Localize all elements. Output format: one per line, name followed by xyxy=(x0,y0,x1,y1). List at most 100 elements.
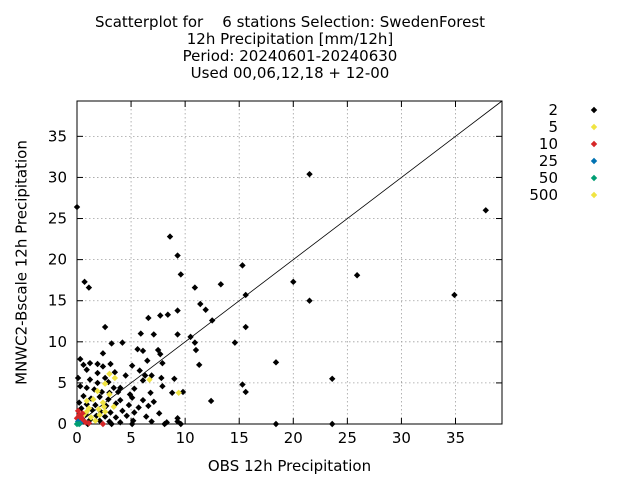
data-point-series-2 xyxy=(101,323,109,331)
data-point-series-2 xyxy=(117,396,124,404)
data-point-series-2 xyxy=(94,369,101,377)
y-axis-label: MNWC2-Bscale 12h Precipitation xyxy=(12,140,30,385)
data-point-series-2 xyxy=(131,409,138,416)
y-tick-label: 15 xyxy=(48,292,67,310)
data-point-series-5 xyxy=(83,408,90,415)
data-point-series-2 xyxy=(130,417,137,424)
data-point-series-2 xyxy=(157,312,164,319)
data-point-series-2 xyxy=(242,388,249,396)
data-point-series-5 xyxy=(87,414,95,421)
data-point-series-2 xyxy=(174,331,181,338)
data-point-series-2 xyxy=(306,297,313,304)
data-point-series-2 xyxy=(272,359,280,366)
data-point-series-2 xyxy=(208,317,216,324)
y-tick-label: 5 xyxy=(57,374,67,392)
data-point-series-2 xyxy=(217,281,225,288)
data-point-series-2 xyxy=(155,410,163,417)
data-point-series-2 xyxy=(482,207,489,214)
y-tick-label: 25 xyxy=(48,210,67,228)
data-point-series-2 xyxy=(353,272,361,279)
data-point-series-2 xyxy=(168,389,176,396)
data-point-series-2 xyxy=(77,355,84,363)
data-point-series-10 xyxy=(99,420,107,428)
data-point-series-2 xyxy=(329,420,336,428)
data-point-series-2 xyxy=(141,372,149,379)
data-point-series-2 xyxy=(139,396,147,404)
data-point-series-2 xyxy=(174,307,181,314)
data-point-series-2 xyxy=(75,399,83,406)
data-point-series-2 xyxy=(110,384,117,392)
data-point-series-2 xyxy=(158,374,165,382)
data-point-series-2 xyxy=(135,404,142,411)
data-point-series-2 xyxy=(164,311,172,318)
grid xyxy=(77,101,502,424)
data-point-series-5 xyxy=(106,370,113,378)
y-tick-label: 20 xyxy=(48,251,67,269)
x-tick-label: 20 xyxy=(284,429,303,447)
data-point-series-5 xyxy=(95,406,102,413)
data-point-series-2 xyxy=(98,388,106,396)
title-line-1: Scatterplot for 6 stations Selection: Sw… xyxy=(94,13,486,31)
axis-ticks: 0 5 10 15 20 25 30 35 0 5 10 15 20 25 30 35 xyxy=(48,101,502,447)
data-point-series-2 xyxy=(171,375,178,382)
data-point-series-2 xyxy=(107,360,114,368)
data-point-series-2 xyxy=(74,374,82,382)
data-point-series-2 xyxy=(139,377,147,384)
data-point-series-2 xyxy=(99,350,107,357)
data-point-series-2 xyxy=(83,384,90,392)
data-point-series-2 xyxy=(119,339,126,346)
x-tick-label: 25 xyxy=(338,429,357,447)
data-point-series-5 xyxy=(101,380,109,387)
x-tick-label: 15 xyxy=(230,429,249,447)
data-point-series-2 xyxy=(131,385,138,392)
data-point-series-5 xyxy=(85,405,93,412)
data-point-series-2 xyxy=(242,291,249,299)
legend-label: 10 xyxy=(539,135,558,153)
data-point-series-2 xyxy=(159,359,166,367)
data-point-series-2 xyxy=(329,375,336,382)
data-point-series-5 xyxy=(83,397,90,405)
data-point-series-5 xyxy=(110,403,117,410)
x-tick-label: 10 xyxy=(176,429,195,447)
data-point-series-2 xyxy=(112,414,120,421)
data-point-series-5 xyxy=(101,408,109,415)
y-tick-label: 0 xyxy=(57,415,67,433)
legend-marker xyxy=(590,106,598,114)
legend-marker xyxy=(590,157,598,165)
data-point-series-2 xyxy=(272,420,280,428)
data-point-series-2 xyxy=(97,408,104,415)
data-point-series-2 xyxy=(111,369,119,376)
x-tick-label: 0 xyxy=(72,429,82,447)
data-point-series-5 xyxy=(96,411,103,419)
data-point-series-2 xyxy=(80,392,87,400)
legend-marker xyxy=(590,123,598,131)
legend-label: 500 xyxy=(529,186,558,204)
data-point-series-10 xyxy=(85,419,93,427)
data-point-series-2 xyxy=(83,366,90,373)
data-point-series-2 xyxy=(99,363,107,370)
data-point-series-2 xyxy=(144,357,151,364)
data-point-series-10 xyxy=(82,419,89,426)
data-point-series-2 xyxy=(137,330,145,337)
data-point-series-2 xyxy=(239,262,246,269)
title-line-2: 12h Precipitation [mm/12h] xyxy=(186,30,394,48)
data-point-series-2 xyxy=(122,372,129,379)
data-point-series-2 xyxy=(239,381,246,388)
x-tick-label: 35 xyxy=(446,429,465,447)
data-point-series-2 xyxy=(108,340,115,347)
data-point-series-5 xyxy=(175,389,182,396)
y-tick-label: 35 xyxy=(48,127,67,145)
data-point-series-2 xyxy=(145,314,152,322)
data-point-series-2 xyxy=(136,367,143,374)
data-point-series-2 xyxy=(80,361,87,369)
x-axis-label: OBS 12h Precipitation xyxy=(208,457,371,475)
data-point-series-2 xyxy=(242,323,249,331)
title-line-4: Used 00,06,12,18 + 12-00 xyxy=(190,64,390,82)
data-point-series-2 xyxy=(145,402,152,410)
data-point-series-2 xyxy=(177,420,185,428)
legend-marker xyxy=(590,191,598,199)
data-point-series-2 xyxy=(207,397,215,405)
data-point-series-2 xyxy=(81,278,88,286)
